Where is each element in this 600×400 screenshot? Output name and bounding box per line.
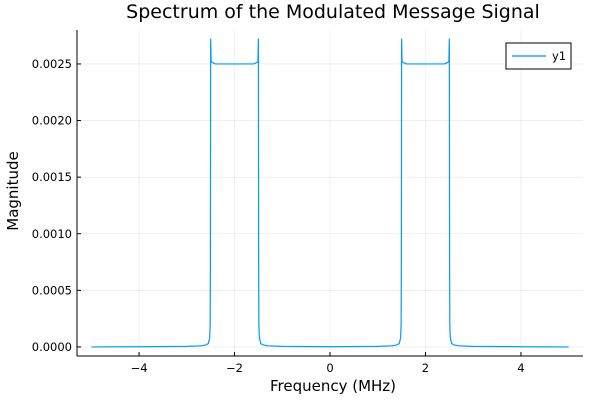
chart-title: Spectrum of the Modulated Message Signal	[126, 1, 540, 23]
ticks: −4 −2 0 2 4 0.0000 0.0005 0.0010 0.0015 0.0020 0.0…	[32, 57, 525, 375]
y-axis-label: Magnitude	[4, 151, 22, 230]
x-tick-label: −2	[226, 361, 243, 375]
y-tick-label: 0.0020	[32, 114, 72, 128]
legend: y1	[505, 42, 572, 70]
series-layer	[91, 38, 569, 348]
series-line-y1	[91, 38, 569, 348]
x-tick-label: 4	[517, 361, 524, 375]
y-tick-label: 0.0010	[32, 227, 72, 241]
grid	[77, 30, 583, 356]
x-tick-label: 0	[326, 361, 333, 375]
x-axis-label: Frequency (MHz)	[270, 377, 396, 395]
y-tick-label: 0.0000	[32, 340, 72, 354]
y-tick-label: 0.0005	[32, 283, 72, 297]
x-tick-label: 2	[422, 361, 429, 375]
y-tick-label: 0.0025	[32, 57, 72, 71]
x-tick-label: −4	[131, 361, 148, 375]
legend-label: y1	[552, 49, 566, 63]
y-tick-label: 0.0015	[32, 170, 72, 184]
